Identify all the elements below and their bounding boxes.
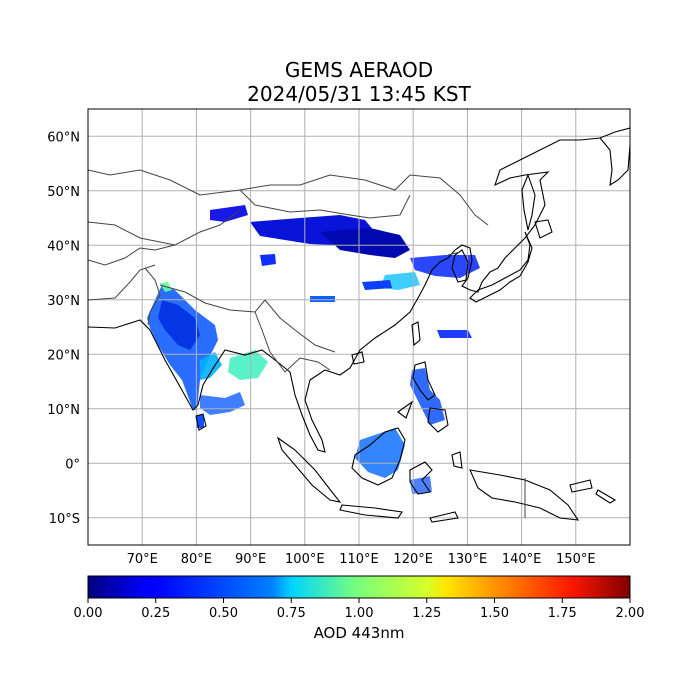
map-subtitle-datetime: 2024/05/31 13:45 KST bbox=[247, 82, 471, 106]
coastline-mindanao bbox=[427, 407, 449, 433]
colorbar: 0.00 0.25 0.50 0.75 1.00 1.25 1.50 1.75 2.00 bbox=[74, 575, 645, 621]
lon-tick-label: 80°E bbox=[181, 552, 212, 567]
lat-tick-label: 10°N bbox=[47, 403, 80, 418]
aod-patch-borneo bbox=[355, 428, 405, 478]
aod-patch-taiwan-east bbox=[437, 330, 472, 338]
aod-patch-bengal-south bbox=[200, 392, 245, 415]
lon-tick-label: 110°E bbox=[339, 552, 379, 567]
border-iran-afghan bbox=[88, 264, 156, 301]
aod-data-layer bbox=[147, 205, 480, 494]
map-frame bbox=[87, 108, 631, 546]
aod-patch-n-china bbox=[320, 228, 410, 258]
coastline-bismarck bbox=[569, 479, 593, 493]
aod-patch-tibet bbox=[310, 296, 335, 302]
colorbar-tick-label: 1.75 bbox=[548, 606, 577, 621]
colorbar-tick-label: 1.50 bbox=[480, 606, 509, 621]
coastlines bbox=[88, 127, 630, 523]
border-russia-china-mongolia bbox=[88, 169, 489, 226]
aod-patch-india-east bbox=[200, 352, 222, 380]
border-china-southeast-asia bbox=[264, 299, 336, 353]
colorbar-label: AOD 443nm bbox=[313, 624, 405, 642]
colorbar-tick-label: 2.00 bbox=[616, 606, 645, 621]
aod-patch-bay-of-bengal bbox=[228, 350, 268, 380]
aod-patch-east-china-blue bbox=[362, 280, 392, 290]
coastline-sumatra bbox=[276, 436, 342, 503]
colorbar-tick-label: 0.00 bbox=[74, 606, 103, 621]
lat-tick-label: 60°N bbox=[47, 130, 80, 145]
coastline-timor bbox=[429, 511, 459, 523]
aod-patch-north-band bbox=[210, 205, 248, 222]
coastline-taiwan bbox=[411, 321, 421, 347]
border-pakistan-india bbox=[144, 267, 161, 326]
coastline-luzon bbox=[412, 361, 436, 401]
lon-tick-label: 130°E bbox=[448, 552, 488, 567]
coastline-japan bbox=[469, 231, 533, 303]
colorbar-gradient bbox=[87, 575, 631, 599]
coastline-hokkaido bbox=[534, 219, 553, 239]
coastline-java bbox=[339, 504, 403, 519]
country-borders bbox=[88, 169, 526, 518]
colorbar-tick-label: 0.25 bbox=[141, 606, 170, 621]
map-area bbox=[88, 109, 630, 545]
lat-tick-label: 0° bbox=[65, 457, 80, 472]
lon-tick-label: 120°E bbox=[393, 552, 433, 567]
aod-patch-india-inner bbox=[158, 300, 200, 350]
lon-tick-label: 140°E bbox=[502, 552, 542, 567]
aod-patch-korea-yellow-sea bbox=[410, 255, 480, 278]
lon-tick-label: 100°E bbox=[285, 552, 325, 567]
longitude-labels: 70°E 80°E 90°E 100°E 110°E 120°E 130°E 140°E 150… bbox=[127, 552, 596, 567]
lon-tick-label: 70°E bbox=[127, 552, 158, 567]
colorbar-ticks: 0.00 0.25 0.50 0.75 1.00 1.25 1.50 1.75 2.00 bbox=[74, 598, 645, 621]
coastline-asia bbox=[88, 127, 630, 453]
coastline-sulawesi bbox=[409, 461, 433, 495]
latitude-labels: 60°N 50°N 40°N 30°N 20°N 10°N 0° 10°S bbox=[47, 130, 80, 527]
lat-tick-label: 40°N bbox=[47, 239, 80, 254]
border-mongolia bbox=[239, 189, 411, 219]
lat-tick-label: 50°N bbox=[47, 185, 80, 200]
map-title: GEMS AERAOD bbox=[284, 58, 434, 82]
coastline-palawan bbox=[397, 400, 414, 419]
border-thailand-laos bbox=[284, 357, 331, 373]
colorbar-tick-label: 1.25 bbox=[412, 606, 441, 621]
map-gridlines bbox=[88, 109, 630, 545]
border-myanmar bbox=[254, 311, 286, 373]
coastline-borneo bbox=[351, 427, 406, 486]
colorbar-tick-label: 0.50 bbox=[209, 606, 238, 621]
coastline-halmahera bbox=[451, 451, 463, 469]
lat-tick-label: 20°N bbox=[47, 348, 80, 363]
lon-tick-label: 90°E bbox=[235, 552, 266, 567]
colorbar-tick-label: 0.75 bbox=[277, 606, 306, 621]
coastline-sakhalin bbox=[521, 173, 536, 231]
lat-tick-label: 10°S bbox=[49, 512, 80, 527]
coastline-hainan bbox=[351, 351, 365, 365]
border-central-asia bbox=[88, 244, 176, 266]
aod-patch-scs bbox=[260, 254, 276, 266]
lat-tick-label: 30°N bbox=[47, 294, 80, 309]
aod-patch-philippines bbox=[410, 368, 445, 425]
colorbar-tick-label: 1.00 bbox=[345, 606, 374, 621]
coastline-solomon bbox=[595, 489, 617, 504]
border-himalaya bbox=[159, 284, 266, 313]
coastline-sea-of-okhotsk bbox=[599, 137, 630, 187]
coastline-new-guinea bbox=[469, 469, 580, 521]
border-korea bbox=[447, 251, 461, 256]
coastline-sri-lanka bbox=[195, 413, 207, 431]
lon-tick-label: 150°E bbox=[556, 552, 596, 567]
coastline-korea bbox=[451, 249, 469, 283]
